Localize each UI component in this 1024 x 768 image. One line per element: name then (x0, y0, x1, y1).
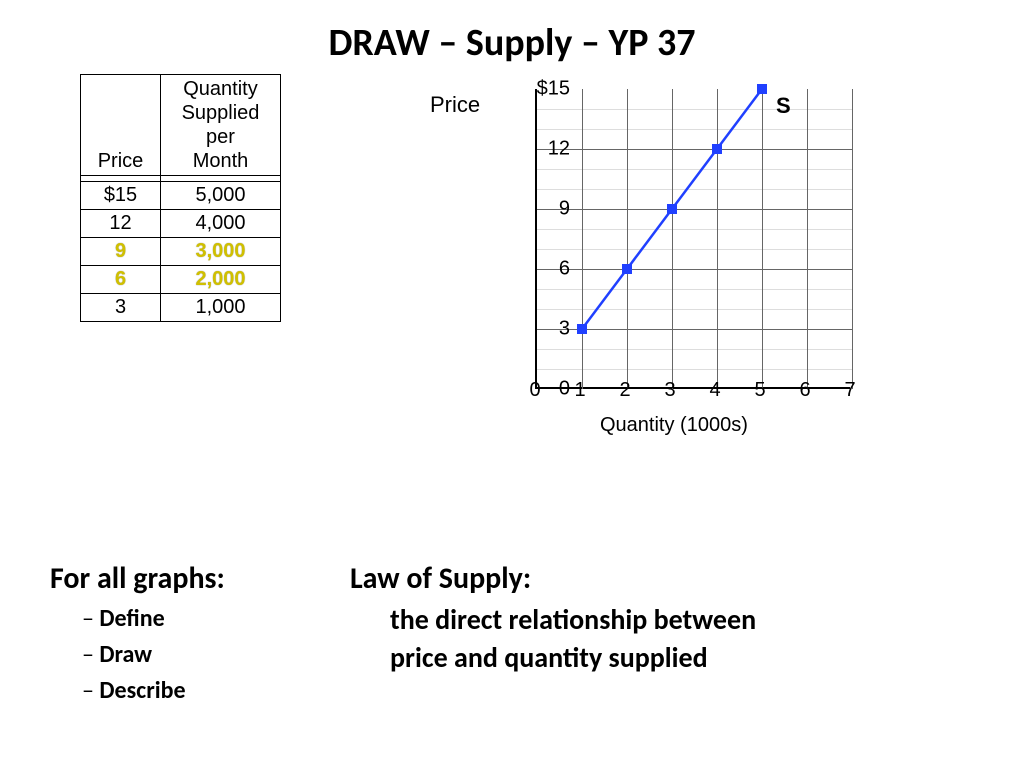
cell-qty: 1,000 (161, 294, 281, 322)
data-point (757, 84, 767, 94)
list-item: Describe (82, 673, 225, 709)
table-row: 62,000 (81, 266, 281, 294)
plot-area: S (535, 89, 850, 389)
data-point (712, 144, 722, 154)
th-qty-l1: Quantity (183, 78, 257, 100)
cell-price: $15 (81, 182, 161, 210)
page-title: DRAW – Supply – YP 37 (0, 0, 1024, 74)
law-body: the direct relationship between price an… (390, 601, 970, 677)
supply-table: Price Quantity Supplied per Month $155,0… (80, 74, 281, 322)
th-price: Price (81, 75, 161, 176)
table-row: $155,000 (81, 182, 281, 210)
data-point (622, 264, 632, 274)
law-line2: price and quantity supplied (390, 640, 708, 675)
th-qty: Quantity Supplied per Month (161, 75, 281, 176)
x-axis-title: Quantity (1000s) (600, 414, 748, 437)
th-qty-l2: Supplied (182, 102, 260, 124)
cell-price: 6 (81, 266, 161, 294)
cell-price: 9 (81, 238, 161, 266)
law-of-supply: Law of Supply: the direct relationship b… (350, 560, 970, 677)
cell-qty: 5,000 (161, 182, 281, 210)
supply-line (537, 89, 852, 389)
data-point (667, 204, 677, 214)
cell-qty: 3,000 (161, 238, 281, 266)
for-all-graphs: For all graphs: Define Draw Describe (50, 560, 225, 709)
for-all-graphs-heading: For all graphs: (50, 560, 225, 597)
law-heading: Law of Supply: (350, 560, 970, 597)
table-row: 31,000 (81, 294, 281, 322)
supply-chart: Price S Quantity (1000s) $15129630012345… (430, 74, 890, 444)
list-item: Define (82, 601, 225, 637)
table-row: 93,000 (81, 238, 281, 266)
data-point (577, 324, 587, 334)
grid-vertical (852, 89, 853, 389)
list-item: Draw (82, 637, 225, 673)
cell-qty: 4,000 (161, 210, 281, 238)
y-axis-title: Price (430, 92, 480, 118)
table-row: 124,000 (81, 210, 281, 238)
cell-qty: 2,000 (161, 266, 281, 294)
cell-price: 12 (81, 210, 161, 238)
cell-price: 3 (81, 294, 161, 322)
th-qty-l4: Month (193, 150, 249, 172)
law-line1: the direct relationship between (390, 602, 756, 637)
th-qty-l3: per (206, 126, 235, 148)
